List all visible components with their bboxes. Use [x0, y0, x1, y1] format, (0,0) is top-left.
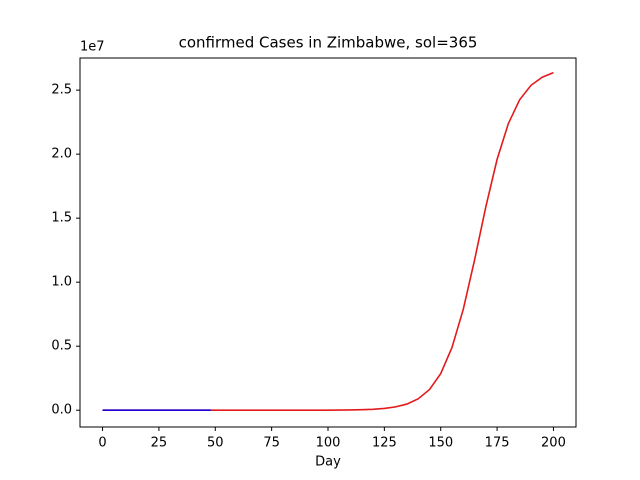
- y-tick-label: 0.0: [51, 403, 72, 418]
- plot-frame: [79, 57, 577, 428]
- y-tick-label: 2.0: [51, 147, 72, 162]
- data-line: [102, 71, 554, 412]
- x-axis-label: Day: [315, 455, 341, 470]
- x-tick-label: 0: [98, 436, 106, 451]
- y-tick-label: 2.5: [51, 83, 72, 98]
- y-tick-label: 1.5: [51, 211, 72, 226]
- x-tick-label: 150: [428, 436, 453, 451]
- y-tick-label: 0.5: [51, 339, 72, 354]
- x-tick-label: 75: [263, 436, 280, 451]
- y-offset-label: 1e7: [80, 40, 105, 55]
- chart-title: confirmed Cases in Zimbabwe, sol=365: [179, 34, 478, 52]
- x-tick-label: 200: [541, 436, 566, 451]
- x-tick-label: 175: [485, 436, 510, 451]
- x-tick-label: 50: [207, 436, 224, 451]
- y-tick-label: 1.0: [51, 275, 72, 290]
- x-tick-label: 125: [372, 436, 397, 451]
- x-tick-label: 25: [151, 436, 168, 451]
- x-tick-label: 100: [316, 436, 341, 451]
